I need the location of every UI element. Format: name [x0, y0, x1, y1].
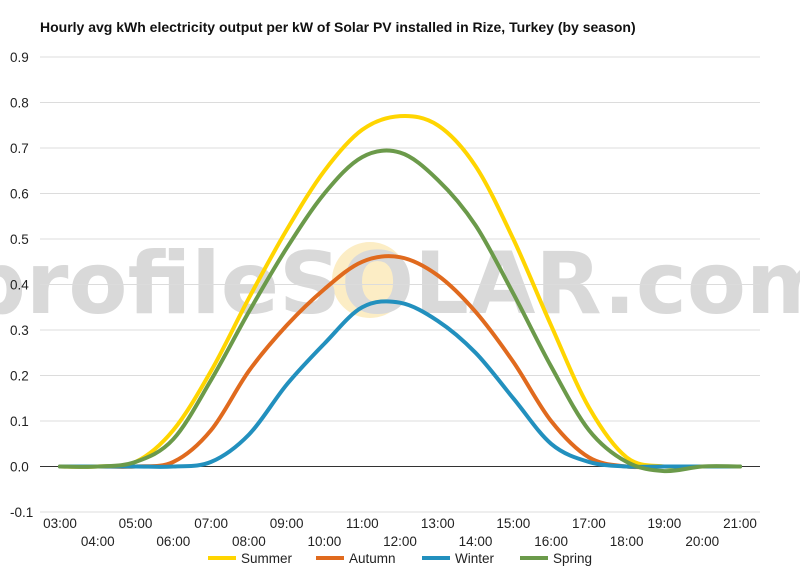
x-tick-label: 16:00 [534, 534, 568, 549]
x-tick-label: 08:00 [232, 534, 266, 549]
y-tick-label: 0.3 [10, 323, 29, 338]
x-tick-label: 14:00 [459, 534, 493, 549]
x-tick-label: 13:00 [421, 516, 455, 531]
x-tick-label: 11:00 [346, 516, 379, 531]
x-tick-label: 21:00 [723, 516, 757, 531]
y-tick-label: -0.1 [10, 505, 33, 520]
x-tick-label: 20:00 [685, 534, 719, 549]
legend-label-winter: Winter [455, 551, 495, 566]
x-tick-label: 05:00 [119, 516, 153, 531]
y-tick-label: 0.1 [10, 414, 29, 429]
x-tick-label: 06:00 [156, 534, 190, 549]
y-tick-label: 0.0 [10, 460, 29, 475]
series-line-summer [58, 113, 742, 470]
x-tick-label: 04:00 [81, 534, 115, 549]
chart-title: Hourly avg kWh electricity output per kW… [40, 19, 636, 35]
x-tick-label: 19:00 [648, 516, 682, 531]
x-tick-label: 10:00 [308, 534, 342, 549]
legend-label-spring: Spring [553, 551, 592, 566]
legend-label-summer: Summer [241, 551, 293, 566]
y-tick-label: 0.8 [10, 96, 29, 111]
y-tick-label: 0.4 [10, 278, 29, 293]
y-tick-label: 0.5 [10, 232, 29, 247]
y-tick-label: 0.2 [10, 369, 29, 384]
series-line-spring [58, 148, 742, 474]
series-line-winter [58, 299, 742, 469]
x-tick-label: 03:00 [43, 516, 77, 531]
x-tick-label: 12:00 [383, 534, 417, 549]
x-tick-label: 15:00 [496, 516, 530, 531]
x-tick-label: 07:00 [194, 516, 228, 531]
legend-label-autumn: Autumn [349, 551, 396, 566]
watermark-sun-icon [332, 242, 408, 318]
y-tick-label: 0.6 [10, 187, 29, 202]
x-tick-label: 09:00 [270, 516, 304, 531]
x-tick-label: 18:00 [610, 534, 644, 549]
y-tick-label: 0.9 [10, 50, 29, 65]
y-tick-label: 0.7 [10, 141, 29, 156]
x-tick-label: 17:00 [572, 516, 606, 531]
